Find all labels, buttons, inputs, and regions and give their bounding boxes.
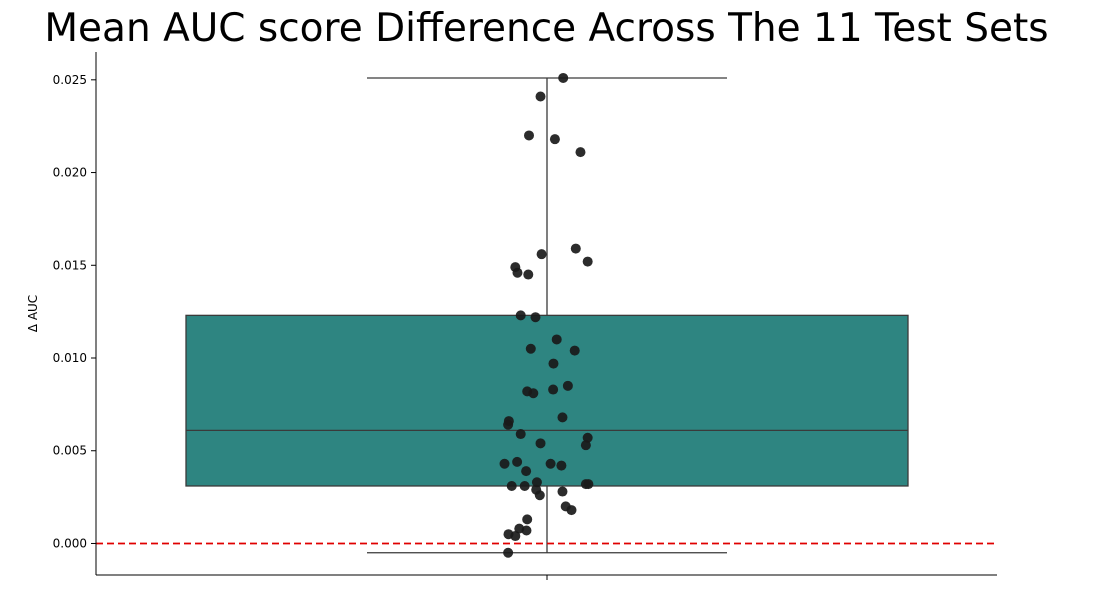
data-point bbox=[524, 130, 534, 141]
data-point bbox=[583, 479, 594, 490]
data-point bbox=[535, 438, 546, 449]
axes-layer: 0.000 0.005 0.010 0.015 0.020 0.025 bbox=[53, 52, 997, 580]
y-tick-label: 0.025 bbox=[53, 73, 87, 87]
data-point bbox=[557, 486, 568, 497]
data-point bbox=[582, 256, 593, 267]
data-point bbox=[556, 460, 567, 471]
y-tick-label: 0.000 bbox=[53, 536, 87, 550]
y-axis-label: Δ AUC bbox=[26, 295, 40, 332]
data-point bbox=[566, 505, 577, 516]
box-layer bbox=[185, 77, 909, 554]
data-point bbox=[503, 547, 514, 558]
data-point bbox=[506, 480, 517, 491]
data-point bbox=[548, 358, 559, 369]
data-point bbox=[523, 269, 534, 280]
data-point bbox=[558, 72, 569, 83]
data-point bbox=[545, 458, 556, 469]
data-point bbox=[525, 343, 536, 354]
data-point bbox=[521, 525, 532, 536]
data-point bbox=[519, 480, 530, 491]
data-point bbox=[512, 456, 523, 467]
data-point bbox=[557, 412, 568, 423]
data-point bbox=[515, 310, 526, 321]
data-point bbox=[530, 312, 541, 323]
data-point bbox=[521, 466, 532, 477]
data-point bbox=[562, 380, 573, 391]
y-tick-label: 0.010 bbox=[53, 351, 87, 365]
y-tick-label: 0.020 bbox=[53, 166, 87, 180]
data-point bbox=[536, 249, 547, 260]
data-point bbox=[512, 267, 523, 278]
data-point bbox=[551, 334, 562, 345]
y-tick-label: 0.005 bbox=[53, 444, 87, 458]
data-point bbox=[522, 514, 533, 525]
data-point bbox=[580, 440, 591, 451]
data-point bbox=[570, 243, 581, 254]
data-point bbox=[548, 384, 559, 395]
data-point bbox=[515, 429, 526, 440]
data-point bbox=[534, 490, 545, 501]
data-point bbox=[503, 419, 514, 430]
data-point bbox=[535, 91, 546, 102]
data-point bbox=[499, 458, 510, 469]
chart-title: Mean AUC score Difference Across The 11 … bbox=[44, 6, 1049, 51]
data-point bbox=[575, 147, 586, 158]
points-layer bbox=[499, 72, 594, 558]
data-point bbox=[531, 477, 542, 488]
data-point bbox=[549, 134, 560, 145]
data-point bbox=[510, 531, 521, 542]
y-tick-label: 0.015 bbox=[53, 258, 87, 272]
iqr-box bbox=[185, 314, 909, 487]
data-point bbox=[528, 388, 539, 399]
data-point bbox=[569, 345, 580, 356]
